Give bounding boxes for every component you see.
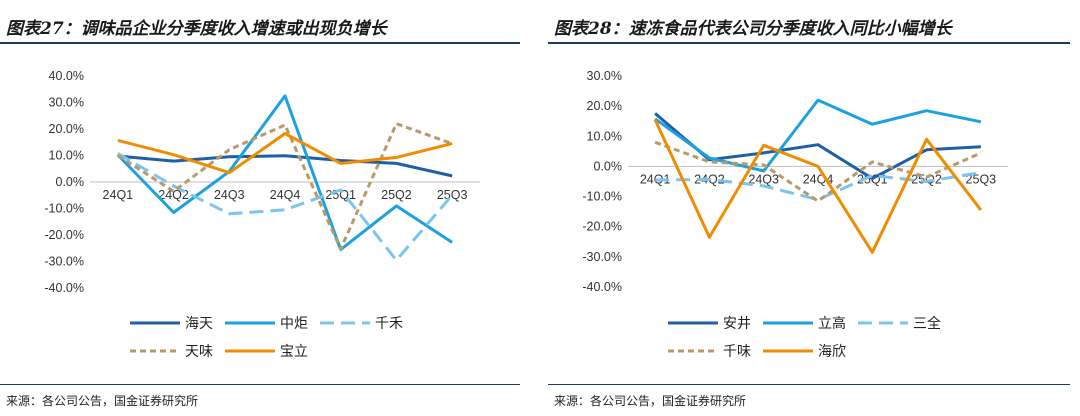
x-tick-label: 25Q3 bbox=[966, 172, 997, 186]
legend-item: 海天 bbox=[130, 315, 213, 331]
series-line-4 bbox=[117, 122, 453, 251]
legend-label: 宝立 bbox=[280, 343, 308, 359]
y-tick-label: -40.0% bbox=[582, 280, 622, 294]
y-tick-label: -10.0% bbox=[582, 190, 622, 204]
y-tick-label: 30.0% bbox=[587, 69, 622, 83]
right-line-chart: 30.0% 20.0% 10.0% 0.0% -10.0% -20.0% -30.0% -40… bbox=[582, 69, 1008, 359]
legend-label: 中炬 bbox=[280, 315, 308, 331]
right-source-rule bbox=[548, 384, 1070, 385]
legend-item: 宝立 bbox=[225, 343, 308, 359]
right-source-note: 来源：各公司公告，国金证券研究所 bbox=[554, 394, 747, 408]
right-title-rule bbox=[548, 42, 1070, 44]
legend-item: 三全 bbox=[858, 315, 941, 331]
left-source-note: 来源：各公司公告，国金证券研究所 bbox=[6, 394, 199, 408]
x-tick-label: 25Q3 bbox=[437, 188, 468, 202]
series-line-3 bbox=[655, 171, 982, 202]
left-title-rule bbox=[0, 42, 520, 44]
y-tick-label: 10.0% bbox=[49, 149, 84, 163]
y-tick-label: 20.0% bbox=[587, 99, 622, 113]
y-tick-label: 40.0% bbox=[49, 69, 84, 83]
series-line-5 bbox=[117, 132, 453, 175]
series-line-1 bbox=[654, 112, 981, 180]
y-tick-label: -30.0% bbox=[44, 255, 84, 269]
legend-label: 三全 bbox=[913, 315, 941, 331]
x-tick-label: 24Q4 bbox=[270, 188, 301, 202]
y-tick-label: 0.0% bbox=[594, 159, 623, 173]
x-tick-label: 25Q2 bbox=[911, 172, 942, 186]
y-tick-label: -40.0% bbox=[44, 281, 84, 295]
legend-item: 千禾 bbox=[320, 315, 403, 331]
y-tick-label: 20.0% bbox=[49, 122, 84, 136]
series-line-5 bbox=[653, 119, 983, 254]
x-tick-label: 25Q2 bbox=[381, 188, 412, 202]
legend-item: 立高 bbox=[763, 315, 846, 331]
x-tick-label: 24Q3 bbox=[748, 172, 779, 186]
left-line-chart: 40.0% 30.0% 20.0% 10.0% 0.0% -10.0% -20.0% -30.… bbox=[44, 69, 480, 359]
x-tick-label: 24Q1 bbox=[103, 188, 134, 202]
legend-label: 海天 bbox=[185, 315, 213, 331]
x-tick-label: 24Q2 bbox=[158, 188, 189, 202]
legend-item: 安井 bbox=[668, 315, 751, 331]
series-line-1 bbox=[117, 154, 453, 178]
legend-label: 海欣 bbox=[818, 343, 846, 359]
legend-label: 安井 bbox=[723, 315, 751, 331]
y-tick-label: 10.0% bbox=[587, 129, 622, 143]
series-line-2 bbox=[654, 98, 982, 173]
series-line-4 bbox=[654, 140, 982, 203]
y-tick-label: -20.0% bbox=[44, 228, 84, 242]
y-tick-label: -20.0% bbox=[582, 220, 622, 234]
legend-label: 千禾 bbox=[375, 315, 403, 331]
y-tick-label: 30.0% bbox=[49, 96, 84, 110]
right-chart-title: 图表28：速冻食品代表公司分季度收入同比小幅增长 bbox=[554, 19, 952, 39]
legend-label: 天味 bbox=[185, 343, 213, 359]
left-source-rule bbox=[0, 384, 520, 385]
series-line-3 bbox=[117, 152, 454, 262]
legend-label: 千味 bbox=[723, 343, 751, 359]
legend-item: 千味 bbox=[668, 343, 751, 359]
legend-item: 海欣 bbox=[763, 343, 846, 359]
legend-item: 天味 bbox=[130, 343, 213, 359]
left-chart-panel: 图表27：调味品企业分季度收入增速或出现负增长 40.0% 30.0% 20.0% 1… bbox=[0, 19, 520, 408]
right-chart-panel: 图表28：速冻食品代表公司分季度收入同比小幅增长 30.0% 20.0% 10.0%… bbox=[548, 0, 1080, 416]
y-tick-label: 0.0% bbox=[56, 175, 85, 189]
y-tick-label: -30.0% bbox=[582, 250, 622, 264]
y-tick-label: -10.0% bbox=[44, 202, 84, 216]
legend-item: 中炬 bbox=[225, 315, 308, 331]
series-line-2 bbox=[116, 94, 453, 252]
left-chart-title: 图表27：调味品企业分季度收入增速或出现负增长 bbox=[6, 19, 387, 39]
legend-label: 立高 bbox=[818, 315, 846, 331]
x-tick-label: 24Q3 bbox=[214, 188, 245, 202]
